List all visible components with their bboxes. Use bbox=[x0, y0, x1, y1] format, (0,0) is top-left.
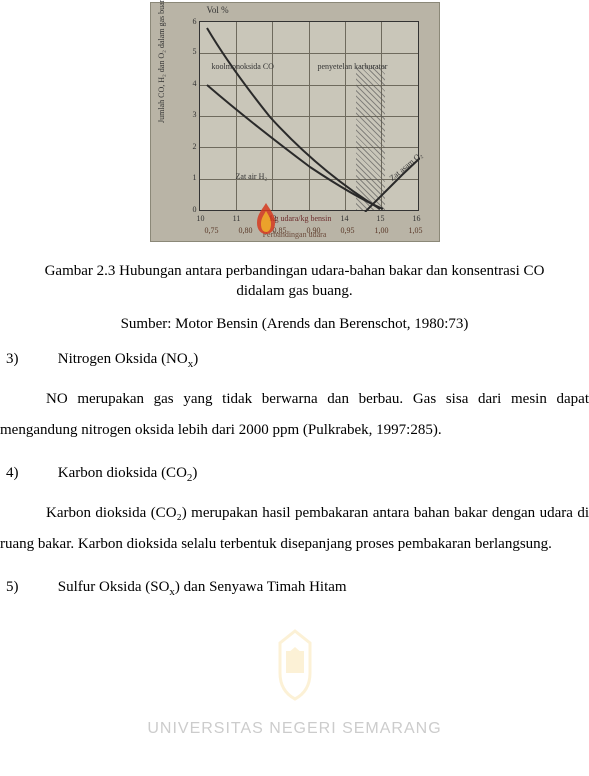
xtick1: 10 bbox=[189, 214, 213, 223]
list-title: Karbon dioksida (CO2) bbox=[58, 465, 198, 481]
ann-karb: penyetelan karburator bbox=[318, 62, 388, 71]
xtick1: 16 bbox=[405, 214, 429, 223]
y-axis-label: Jumlah CO, H₂ dan O₂ dalam gas buang bbox=[157, 0, 166, 123]
paragraph-no: NO merupakan gas yang tidak berwarna dan… bbox=[0, 384, 589, 447]
list-num: 5) bbox=[30, 579, 54, 596]
xtick1: 11 bbox=[225, 214, 249, 223]
list-num: 3) bbox=[30, 351, 54, 368]
ytick: 2 bbox=[187, 142, 197, 151]
unnes-logo-watermark-icon bbox=[260, 625, 330, 705]
xtick1: 14 bbox=[333, 214, 357, 223]
list-title: Sulfur Oksida (SOx) dan Senyawa Timah Hi… bbox=[58, 579, 347, 595]
unnes-text-watermark: UNIVERSITAS NEGERI SEMARANG bbox=[0, 720, 589, 738]
xtick1: 15 bbox=[369, 214, 393, 223]
list-item-3: 3) Nitrogen Oksida (NOx) bbox=[24, 351, 589, 370]
plot-area: koolmonoksida CO penyetelan karburator Z… bbox=[199, 21, 419, 211]
list-num: 4) bbox=[30, 465, 54, 482]
curves-svg bbox=[200, 22, 420, 212]
ytick: 0 bbox=[187, 205, 197, 214]
ytick: 3 bbox=[187, 110, 197, 119]
list-item-5: 5) Sulfur Oksida (SOx) dan Senyawa Timah… bbox=[24, 579, 589, 598]
figure-source: Sumber: Motor Bensin (Arends dan Berensc… bbox=[0, 316, 589, 333]
chart-figure: Vol % Jumlah CO, H₂ dan O₂ dalam gas bua… bbox=[150, 2, 440, 242]
vol-percent-label: Vol % bbox=[207, 5, 229, 15]
list-item-4: 4) Karbon dioksida (CO2) bbox=[24, 465, 589, 484]
ytick: 4 bbox=[187, 79, 197, 88]
figure-caption: Gambar 2.3 Hubungan antara perbandingan … bbox=[0, 261, 589, 302]
x2-label: Perbandingan udara bbox=[151, 230, 439, 239]
ytick: 6 bbox=[187, 17, 197, 26]
ytick: 5 bbox=[187, 47, 197, 56]
figure-container: Vol % Jumlah CO, H₂ dan O₂ dalam gas bua… bbox=[0, 0, 589, 247]
ann-co: koolmonoksida CO bbox=[212, 62, 274, 71]
paragraph-co2: Karbon dioksida (CO₂) merupakan hasil pe… bbox=[0, 498, 589, 561]
list-title: Nitrogen Oksida (NOx) bbox=[58, 351, 198, 367]
flame-watermark-icon bbox=[251, 201, 281, 235]
ann-h2: Zat air H₂ bbox=[236, 172, 268, 181]
ytick: 1 bbox=[187, 173, 197, 182]
